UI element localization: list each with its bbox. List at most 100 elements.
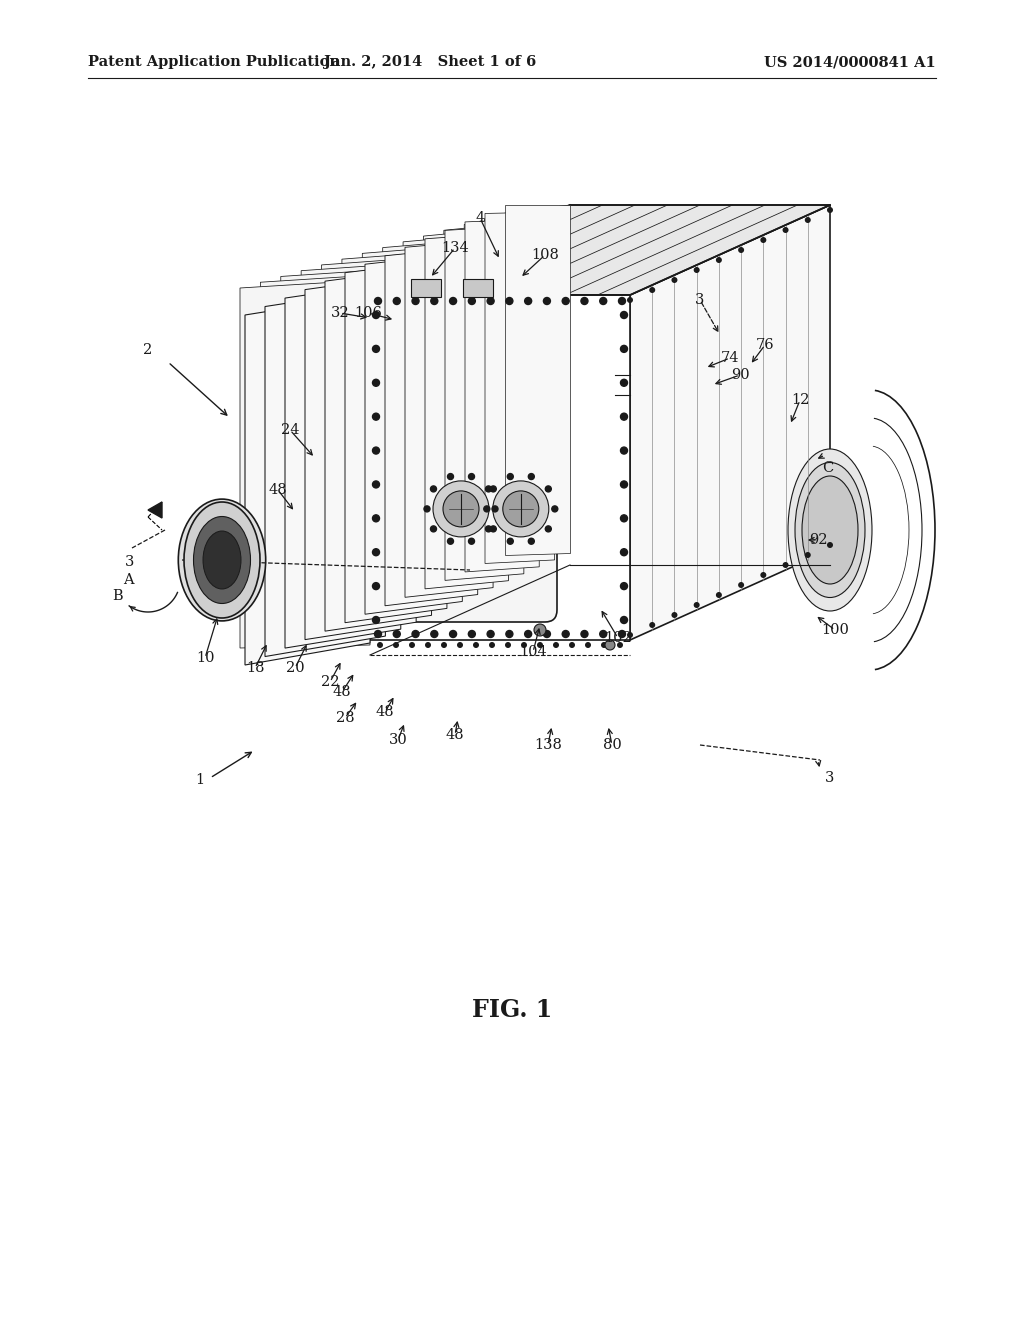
Circle shape: [693, 602, 699, 609]
Circle shape: [505, 642, 511, 648]
Text: 4: 4: [475, 211, 484, 224]
Circle shape: [487, 297, 495, 305]
Text: 32: 32: [331, 306, 349, 319]
Ellipse shape: [178, 499, 265, 620]
Polygon shape: [406, 240, 494, 598]
Text: 106: 106: [354, 306, 382, 319]
Circle shape: [487, 631, 495, 638]
Polygon shape: [505, 205, 570, 558]
Circle shape: [569, 642, 575, 648]
Circle shape: [447, 474, 454, 479]
Circle shape: [412, 297, 419, 305]
Polygon shape: [260, 275, 385, 642]
Circle shape: [716, 591, 722, 598]
Polygon shape: [322, 257, 431, 620]
Circle shape: [425, 642, 431, 648]
Circle shape: [605, 640, 615, 649]
Ellipse shape: [795, 462, 865, 598]
Text: 10: 10: [196, 651, 214, 665]
Circle shape: [546, 486, 551, 492]
Text: 28: 28: [336, 711, 354, 725]
Polygon shape: [245, 294, 370, 665]
Text: 138: 138: [535, 738, 562, 752]
Circle shape: [424, 506, 430, 512]
Text: 90: 90: [731, 368, 750, 381]
Circle shape: [441, 642, 447, 648]
Text: 2: 2: [143, 343, 153, 356]
Circle shape: [493, 480, 549, 537]
Polygon shape: [383, 240, 477, 599]
Text: 48: 48: [376, 705, 394, 719]
Polygon shape: [281, 268, 400, 634]
Circle shape: [507, 539, 513, 544]
Circle shape: [468, 297, 475, 305]
FancyBboxPatch shape: [403, 313, 557, 622]
Circle shape: [528, 474, 535, 479]
Circle shape: [373, 582, 380, 590]
Circle shape: [507, 474, 513, 479]
Circle shape: [621, 549, 628, 556]
Circle shape: [621, 447, 628, 454]
Polygon shape: [305, 275, 416, 640]
Ellipse shape: [788, 449, 872, 611]
Text: 30: 30: [389, 733, 408, 747]
Circle shape: [562, 297, 569, 305]
Polygon shape: [301, 263, 416, 627]
Text: Patent Application Publication: Patent Application Publication: [88, 55, 340, 69]
Circle shape: [627, 632, 633, 638]
Circle shape: [544, 297, 551, 305]
Circle shape: [393, 642, 399, 648]
Polygon shape: [465, 219, 540, 572]
Circle shape: [450, 631, 457, 638]
Circle shape: [621, 312, 628, 318]
Circle shape: [621, 346, 628, 352]
Circle shape: [393, 297, 400, 305]
Polygon shape: [362, 246, 462, 606]
Circle shape: [489, 642, 495, 648]
Text: 100: 100: [821, 623, 849, 638]
Ellipse shape: [194, 516, 251, 603]
Circle shape: [524, 297, 531, 305]
Circle shape: [627, 297, 633, 304]
Circle shape: [649, 622, 655, 628]
Circle shape: [581, 631, 588, 638]
Circle shape: [600, 631, 607, 638]
Text: 3: 3: [825, 771, 835, 785]
Circle shape: [805, 552, 811, 558]
Circle shape: [672, 277, 678, 282]
Polygon shape: [630, 205, 830, 640]
Circle shape: [506, 631, 513, 638]
FancyBboxPatch shape: [463, 279, 494, 297]
Text: A: A: [123, 573, 133, 587]
Circle shape: [490, 525, 497, 532]
Circle shape: [377, 642, 383, 648]
Circle shape: [738, 582, 744, 587]
Circle shape: [621, 582, 628, 590]
Circle shape: [373, 515, 380, 521]
Circle shape: [373, 312, 380, 318]
Polygon shape: [385, 247, 477, 606]
Circle shape: [419, 467, 503, 550]
Circle shape: [581, 297, 588, 305]
Circle shape: [469, 474, 474, 479]
Circle shape: [621, 480, 628, 488]
Circle shape: [483, 506, 489, 512]
Text: 18: 18: [246, 661, 264, 675]
Polygon shape: [370, 294, 630, 640]
Circle shape: [716, 257, 722, 263]
Circle shape: [409, 642, 415, 648]
Circle shape: [827, 207, 833, 213]
Circle shape: [506, 297, 513, 305]
Text: FIG. 1: FIG. 1: [472, 998, 552, 1022]
Polygon shape: [484, 211, 555, 565]
Circle shape: [492, 506, 498, 512]
Circle shape: [469, 539, 474, 544]
Circle shape: [443, 491, 479, 527]
Circle shape: [617, 642, 623, 648]
Circle shape: [450, 297, 457, 305]
Circle shape: [827, 543, 833, 548]
Circle shape: [433, 480, 489, 537]
Polygon shape: [485, 213, 555, 564]
Circle shape: [447, 539, 454, 544]
Circle shape: [431, 631, 438, 638]
